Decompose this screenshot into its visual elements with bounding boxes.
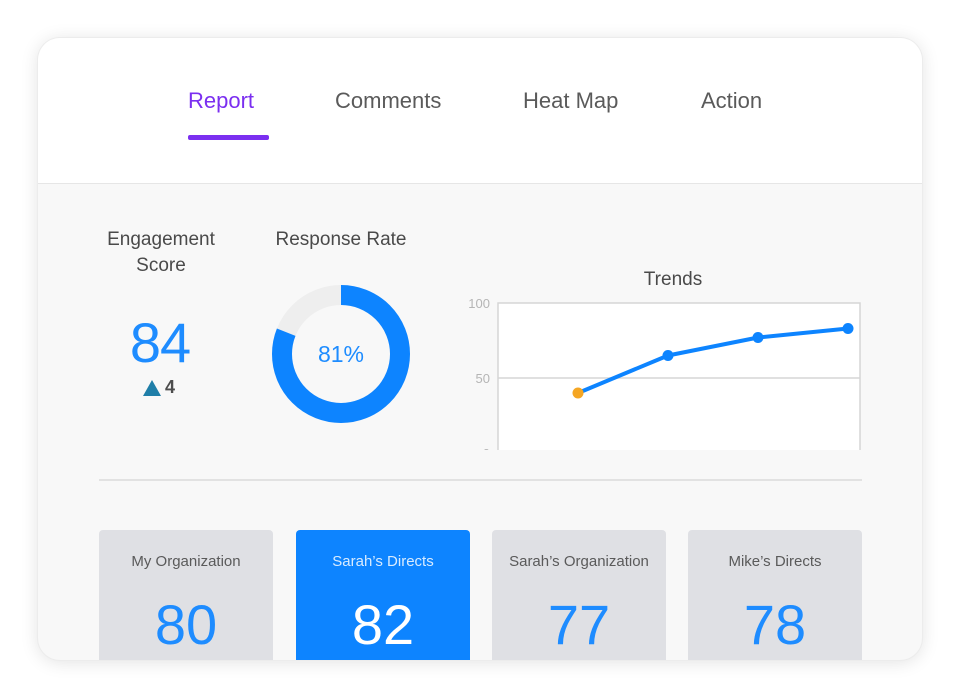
data-point (662, 350, 674, 361)
tab-bar: Report Comments Heat Map Action (38, 38, 922, 184)
plot-frame (497, 302, 861, 450)
y-tick-label: 100 (468, 296, 490, 311)
tile-label: My Organization (131, 553, 241, 570)
active-tab-indicator (188, 135, 269, 140)
engagement-score-value: 84 (129, 311, 191, 374)
triangle-up-icon (143, 379, 161, 396)
tile-value: 77 (547, 593, 611, 656)
tile-value: 78 (743, 593, 807, 656)
tab-heat-map[interactable]: Heat Map (523, 88, 619, 113)
tile-value: 80 (154, 593, 218, 656)
tile-label: Sarah’s Organization (509, 553, 649, 570)
tile-my-organization[interactable]: My Organization 80 (99, 530, 273, 660)
y-tick-label: 50 (476, 371, 490, 386)
tile-label: Sarah’s Directs (332, 553, 434, 570)
engagement-title-line1: Engagement (107, 229, 215, 250)
response-rate-label: 81% (318, 341, 364, 367)
series-line (576, 326, 850, 395)
data-point (572, 387, 584, 399)
y-tick-label: 0 (483, 446, 490, 450)
tile-sarahs-organization[interactable]: Sarah’s Organization 77 (492, 530, 666, 660)
tab-action[interactable]: Action (701, 88, 763, 113)
donut-fill (272, 285, 410, 423)
data-point (752, 332, 764, 343)
trends-chart: Trends 050100Q3 2019Q4 2019Q1 2020Q2 202… (468, 269, 861, 450)
engagement-score-title: Engagement Score (85, 227, 237, 279)
tile-mikes-directs[interactable]: Mike’s Directs 78 (688, 530, 862, 660)
tile-label: Mike’s Directs (728, 553, 822, 570)
tab-comments[interactable]: Comments (335, 88, 442, 113)
report-card: Report Comments Heat Map Action Engageme… (38, 38, 922, 660)
tile-sarahs-directs[interactable]: Sarah’s Directs 82 (296, 530, 470, 660)
engagement-title-line2: Score (136, 255, 186, 276)
engagement-delta: 4 (143, 377, 175, 398)
response-rate-title: Response Rate (275, 229, 407, 250)
section-divider (99, 479, 862, 481)
engagement-delta-value: 4 (165, 377, 176, 397)
chart-title: Trends (644, 269, 702, 290)
response-rate-donut: 81% (272, 285, 410, 423)
data-point (842, 323, 854, 334)
tab-report[interactable]: Report (188, 88, 255, 113)
tile-value: 82 (351, 593, 415, 656)
